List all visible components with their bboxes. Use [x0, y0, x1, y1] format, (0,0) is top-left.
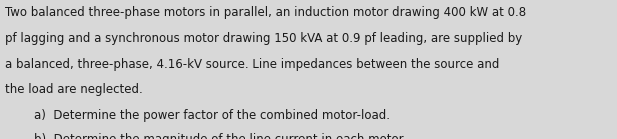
- Text: a balanced, three-phase, 4.16-kV source. Line impedances between the source and: a balanced, three-phase, 4.16-kV source.…: [5, 58, 499, 71]
- Text: pf lagging and a synchronous motor drawing 150 kVA at 0.9 pf leading, are suppli: pf lagging and a synchronous motor drawi…: [5, 32, 522, 45]
- Text: a)  Determine the power factor of the combined motor-load.: a) Determine the power factor of the com…: [34, 109, 390, 122]
- Text: Two balanced three-phase motors in parallel, an induction motor drawing 400 kW a: Two balanced three-phase motors in paral…: [5, 6, 526, 19]
- Text: the load are neglected.: the load are neglected.: [5, 83, 143, 96]
- Text: b)  Determine the magnitude of the line current in each motor.: b) Determine the magnitude of the line c…: [34, 133, 406, 139]
